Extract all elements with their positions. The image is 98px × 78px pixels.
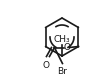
Text: O: O [43, 61, 50, 71]
Text: CH₃: CH₃ [54, 35, 70, 44]
Text: O: O [64, 43, 71, 52]
Text: Br: Br [58, 67, 67, 76]
